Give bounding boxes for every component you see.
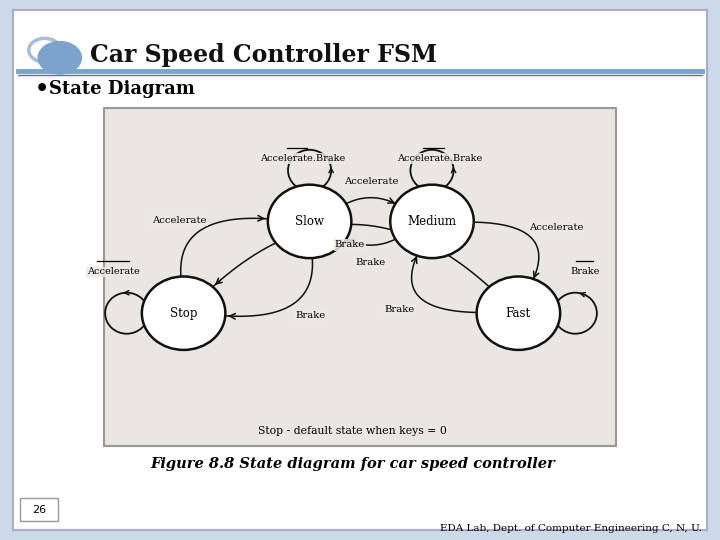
- Text: Accelerate: Accelerate: [152, 216, 207, 225]
- Text: Car Speed Controller FSM: Car Speed Controller FSM: [90, 43, 437, 67]
- Text: Accelerate: Accelerate: [343, 177, 398, 186]
- Text: State Diagram: State Diagram: [49, 79, 195, 98]
- Text: Brake: Brake: [570, 267, 599, 276]
- FancyBboxPatch shape: [20, 498, 58, 521]
- Text: Fast: Fast: [506, 307, 531, 320]
- Text: Accelerate.Brake: Accelerate.Brake: [397, 154, 482, 163]
- FancyBboxPatch shape: [13, 10, 707, 530]
- Text: Accelerate.Brake: Accelerate.Brake: [260, 154, 345, 163]
- Bar: [107, 110, 613, 443]
- Bar: [104, 108, 616, 446]
- Ellipse shape: [390, 185, 474, 258]
- Text: Brake: Brake: [335, 240, 365, 249]
- Text: Brake: Brake: [356, 258, 386, 267]
- Ellipse shape: [268, 185, 351, 258]
- Text: Brake: Brake: [384, 305, 415, 314]
- Text: Slow: Slow: [295, 215, 324, 228]
- Text: EDA Lab, Dept. of Computer Engineering C, N, U.: EDA Lab, Dept. of Computer Engineering C…: [440, 524, 702, 532]
- Text: Stop - default state when keys = 0: Stop - default state when keys = 0: [258, 426, 447, 436]
- Text: Figure 8.8 State diagram for car speed controller: Figure 8.8 State diagram for car speed c…: [150, 457, 555, 471]
- Text: •: •: [35, 78, 49, 99]
- Text: 26: 26: [32, 505, 46, 515]
- Circle shape: [38, 42, 81, 74]
- Text: Accelerate: Accelerate: [528, 223, 583, 232]
- Text: Medium: Medium: [408, 215, 456, 228]
- Ellipse shape: [142, 276, 225, 350]
- Text: Accelerate: Accelerate: [86, 267, 140, 276]
- Text: Stop: Stop: [170, 307, 197, 320]
- Ellipse shape: [477, 276, 560, 350]
- Text: Brake: Brake: [295, 310, 325, 320]
